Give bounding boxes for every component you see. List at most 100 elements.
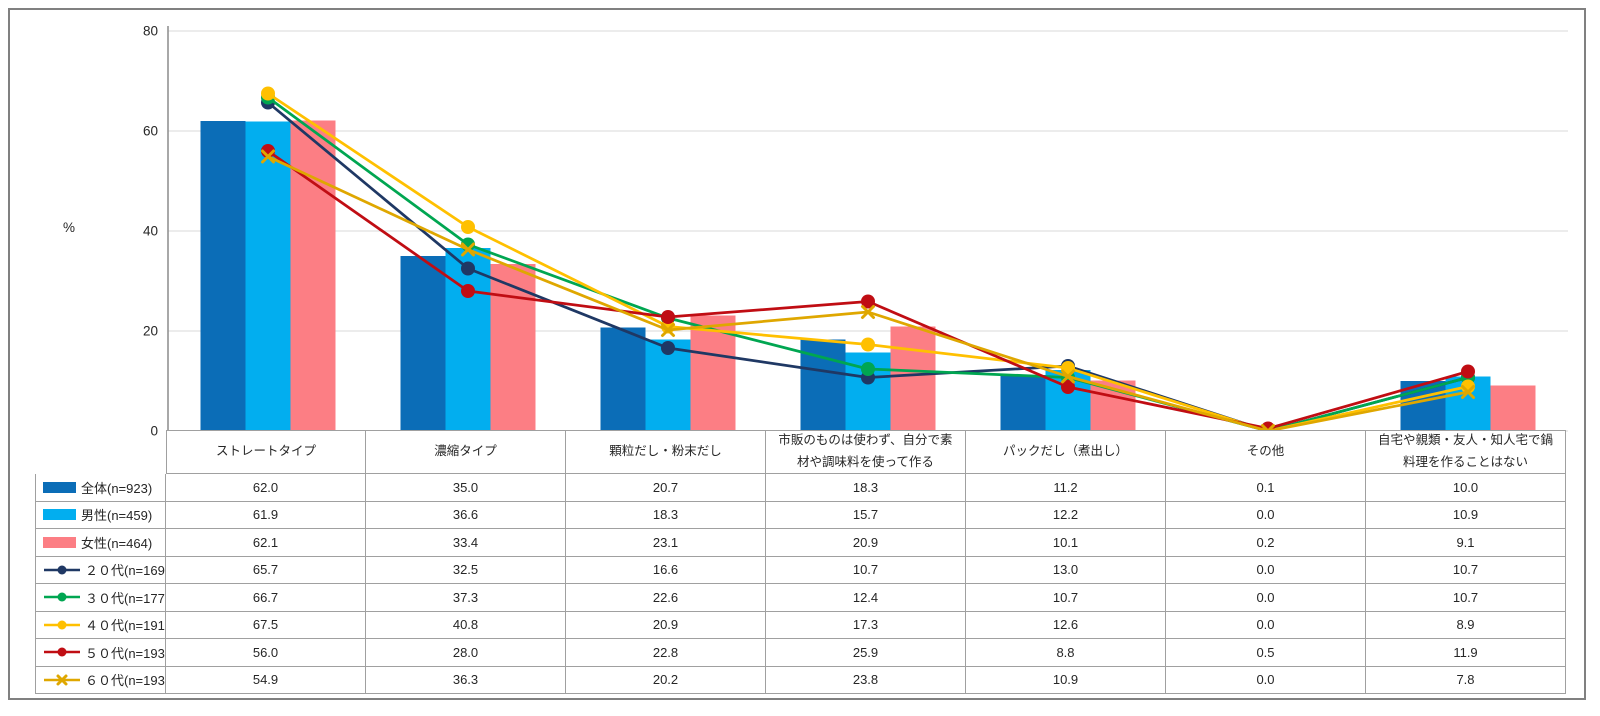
value-cell: 61.9 <box>166 501 366 529</box>
line-marker <box>1461 364 1475 379</box>
value-cell: 8.9 <box>1366 611 1566 639</box>
category-header: パックだし（煮出し） <box>966 430 1166 474</box>
bar <box>890 326 936 431</box>
table-corner-cell <box>35 430 166 474</box>
legend-cell: ５０代(n=193) <box>35 639 166 667</box>
bar <box>200 121 246 431</box>
chart-frame: 0 20 40 60 80 % ストレートタイプ 濃縮タイプ 顆粒だし・粉末だし 市販のものは… <box>8 8 1586 700</box>
value-cell: 25.9 <box>766 639 966 667</box>
value-cell: 67.5 <box>166 611 366 639</box>
value-cell: 15.7 <box>766 501 966 529</box>
y-tick-label: 40 <box>143 224 158 239</box>
value-cell: 9.1 <box>1366 529 1566 557</box>
value-cell: 33.4 <box>366 529 566 557</box>
value-cell: 7.8 <box>1366 666 1566 694</box>
y-tick-label: 20 <box>143 324 158 339</box>
value-cell: 22.6 <box>566 584 766 612</box>
value-cell: 0.0 <box>1166 584 1366 612</box>
category-header: 市販のものは使わず、自分で素材や調味料を使って作る <box>766 430 966 474</box>
value-cell: 8.8 <box>966 639 1166 667</box>
line-marker-x <box>56 674 68 686</box>
category-header: その他 <box>1166 430 1366 474</box>
legend-swatch-line <box>44 565 80 575</box>
category-header: ストレートタイプ <box>166 430 366 474</box>
value-cell: 66.7 <box>166 584 366 612</box>
line-marker <box>861 337 875 352</box>
value-cell: 12.4 <box>766 584 966 612</box>
value-cell: 10.7 <box>966 584 1166 612</box>
value-cell: 10.9 <box>966 666 1166 694</box>
line-marker <box>1061 380 1075 394</box>
line-marker <box>461 261 475 276</box>
value-cell: 62.1 <box>166 529 366 557</box>
value-cell: 10.7 <box>1366 556 1566 584</box>
y-tick-label: 60 <box>143 124 158 139</box>
line-marker <box>661 310 675 324</box>
line-marker-x <box>661 323 675 337</box>
value-cell: 37.3 <box>366 584 566 612</box>
bar <box>400 256 446 431</box>
value-cell: 20.9 <box>766 529 966 557</box>
value-cell: 10.7 <box>1366 584 1566 612</box>
line-marker-x <box>861 305 875 319</box>
value-cell: 20.2 <box>566 666 766 694</box>
line-marker <box>861 294 875 309</box>
legend-cell: 全体(n=923) <box>35 474 166 502</box>
category-header: 自宅や親類・友人・知人宅で鍋料理を作ることはない <box>1366 430 1566 474</box>
value-cell: 62.0 <box>166 474 366 502</box>
value-cell: 0.0 <box>1166 556 1366 584</box>
legend-swatch-line <box>44 620 80 630</box>
value-cell: 28.0 <box>366 639 566 667</box>
legend-swatch-bar <box>43 536 76 548</box>
value-cell: 0.0 <box>1166 611 1366 639</box>
y-axis-unit-label: % <box>62 220 75 235</box>
line-marker-x <box>1461 385 1475 399</box>
category-header: 顆粒だし・粉末だし <box>566 430 766 474</box>
value-cell: 36.3 <box>366 666 566 694</box>
bar <box>490 264 536 431</box>
value-cell: 11.2 <box>966 474 1166 502</box>
value-cell: 36.6 <box>366 501 566 529</box>
value-cell: 10.7 <box>766 556 966 584</box>
legend-label: 女性(n=464) <box>81 535 153 551</box>
line-marker-x <box>1061 369 1075 384</box>
legend-swatch-line <box>44 674 80 686</box>
legend-cell: ３０代(n=177) <box>35 584 166 612</box>
value-cell: 11.9 <box>1366 639 1566 667</box>
value-cell: 32.5 <box>366 556 566 584</box>
value-cell: 13.0 <box>966 556 1166 584</box>
value-cell: 35.0 <box>366 474 566 502</box>
legend-cell: ２０代(n=169) <box>35 556 166 584</box>
legend-label: 全体(n=923) <box>81 480 153 496</box>
line-marker-x <box>461 242 475 257</box>
value-cell: 16.6 <box>566 556 766 584</box>
line-marker-x <box>261 149 275 164</box>
legend-swatch-line <box>44 647 80 657</box>
legend-swatch-bar <box>43 481 76 493</box>
value-cell: 23.8 <box>766 666 966 694</box>
legend-label: ５０代(n=193) <box>85 645 166 661</box>
value-cell: 0.5 <box>1166 639 1366 667</box>
value-cell: 56.0 <box>166 639 366 667</box>
data-table: ストレートタイプ 濃縮タイプ 顆粒だし・粉末だし 市販のものは使わず、自分で素材や調味… <box>35 430 1566 694</box>
bar <box>690 315 736 431</box>
value-cell: 23.1 <box>566 529 766 557</box>
line-marker <box>461 284 475 298</box>
value-cell: 12.2 <box>966 501 1166 529</box>
y-tick-label: 80 <box>143 24 158 39</box>
bar <box>600 327 646 431</box>
value-cell: 18.3 <box>766 474 966 502</box>
value-cell: 18.3 <box>566 501 766 529</box>
bar <box>445 248 491 431</box>
legend-label: 男性(n=459) <box>81 508 153 524</box>
value-cell: 65.7 <box>166 556 366 584</box>
value-cell: 12.6 <box>966 611 1166 639</box>
value-cell: 0.2 <box>1166 529 1366 557</box>
value-cell: 0.0 <box>1166 501 1366 529</box>
legend-cell: ４０代(n=191) <box>35 611 166 639</box>
value-cell: 40.8 <box>366 611 566 639</box>
bar <box>290 120 336 431</box>
bar <box>1490 385 1536 431</box>
value-cell: 20.9 <box>566 611 766 639</box>
value-cell: 10.9 <box>1366 501 1566 529</box>
